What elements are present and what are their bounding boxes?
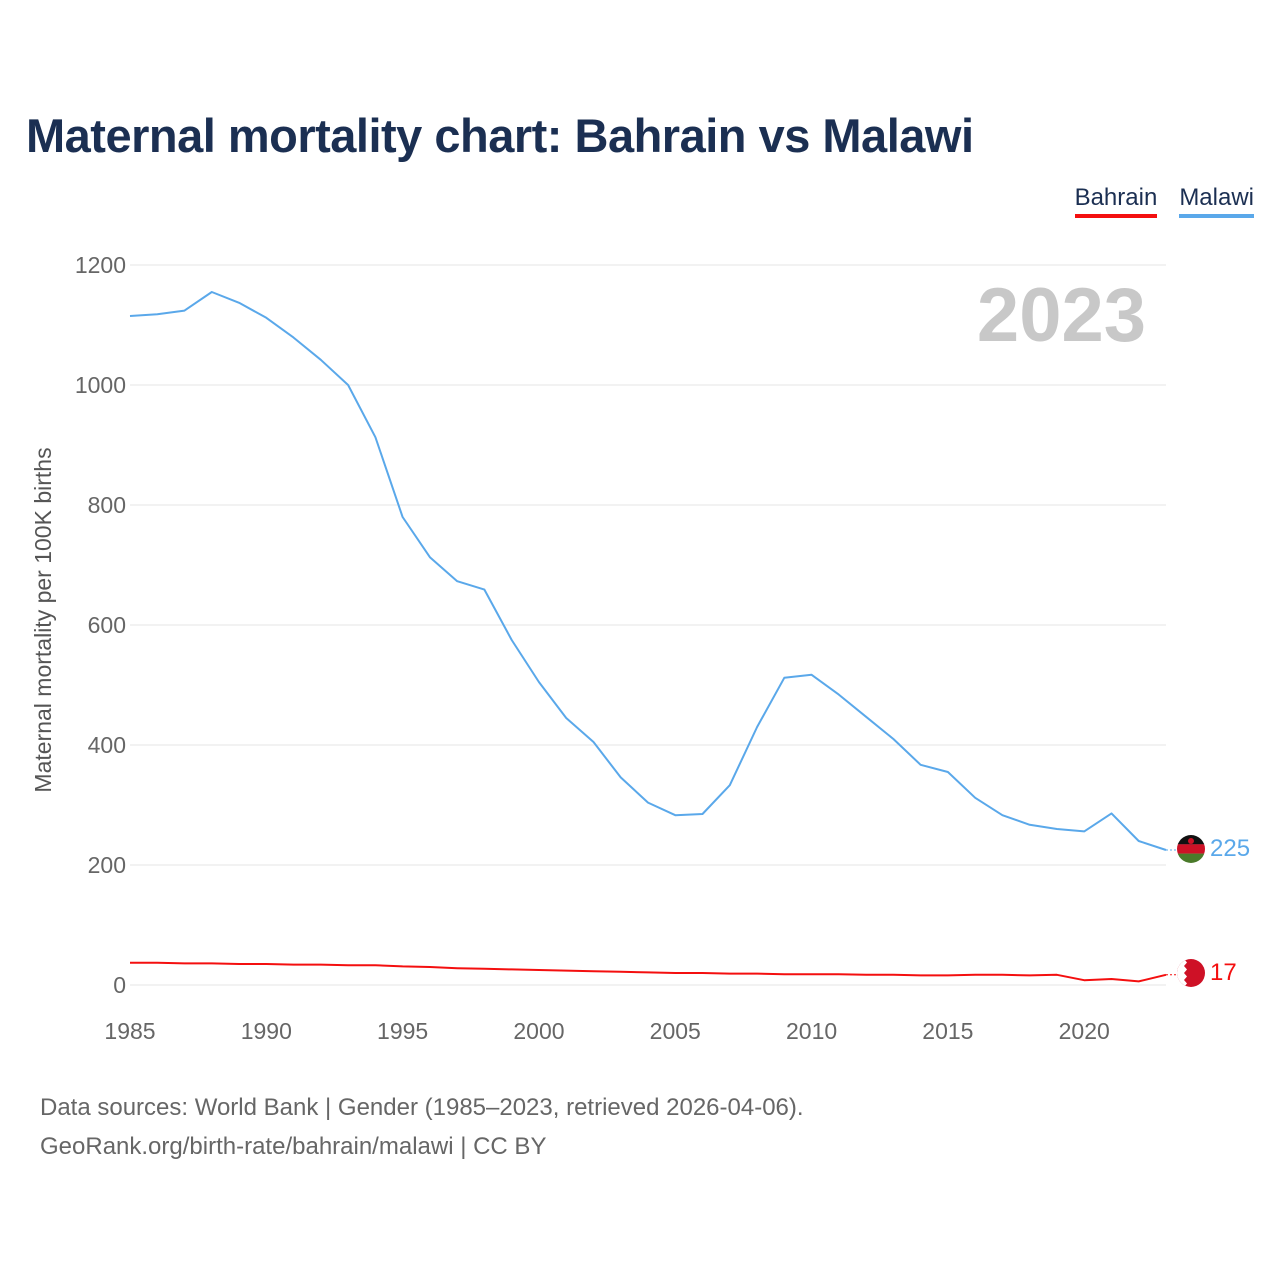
line-chart: 0 200 400 600 800 1000 1200 1985 1990 1995 2000 20…	[30, 252, 1250, 1044]
y-tick-label: 800	[88, 492, 126, 518]
x-tick-label: 2020	[1059, 1018, 1110, 1044]
footer-link[interactable]: GeoRank.org/birth-rate/bahrain/malawi | …	[40, 1133, 547, 1160]
x-tick-label: 2010	[786, 1018, 837, 1044]
y-tick-label: 1000	[75, 372, 126, 398]
legend: Bahrain Malawi	[1074, 184, 1254, 218]
end-label-bahrain: 17	[1210, 959, 1237, 986]
y-tick-label: 400	[88, 732, 126, 758]
series-line-malawi	[129, 291, 1167, 851]
legend-item-malawi[interactable]: Malawi	[1179, 184, 1254, 218]
malawi-flag-icon	[1177, 835, 1205, 863]
x-axis-ticks: 1985 1990 1995 2000 2005 2010 2015 2020	[104, 1018, 1109, 1044]
legend-item-bahrain[interactable]: Bahrain	[1074, 184, 1158, 218]
bahrain-flag-icon	[1177, 959, 1205, 987]
y-tick-label: 200	[88, 852, 126, 878]
x-tick-label: 1990	[241, 1018, 292, 1044]
y-tick-label: 600	[88, 612, 126, 638]
chart-title: Maternal mortality chart: Bahrain vs Mal…	[26, 109, 974, 162]
x-tick-label: 1995	[377, 1018, 428, 1044]
year-watermark: 2023	[977, 273, 1146, 358]
x-tick-label: 2005	[650, 1018, 701, 1044]
x-tick-label: 2000	[513, 1018, 564, 1044]
y-tick-label: 1200	[75, 252, 126, 278]
gridlines	[130, 264, 1166, 986]
x-tick-label: 1985	[104, 1018, 155, 1044]
y-axis-ticks: 0 200 400 600 800 1000 1200	[75, 252, 126, 998]
y-axis-label: Maternal mortality per 100K births	[30, 447, 56, 792]
series-line-bahrain	[130, 961, 1167, 983]
x-tick-label: 2015	[922, 1018, 973, 1044]
footer-source: Data sources: World Bank | Gender (1985–…	[40, 1094, 804, 1121]
end-label-malawi: 225	[1210, 835, 1250, 862]
series-lines	[129, 291, 1177, 983]
y-tick-label: 0	[113, 972, 126, 998]
footer: Data sources: World Bank | Gender (1985–…	[40, 1088, 804, 1166]
